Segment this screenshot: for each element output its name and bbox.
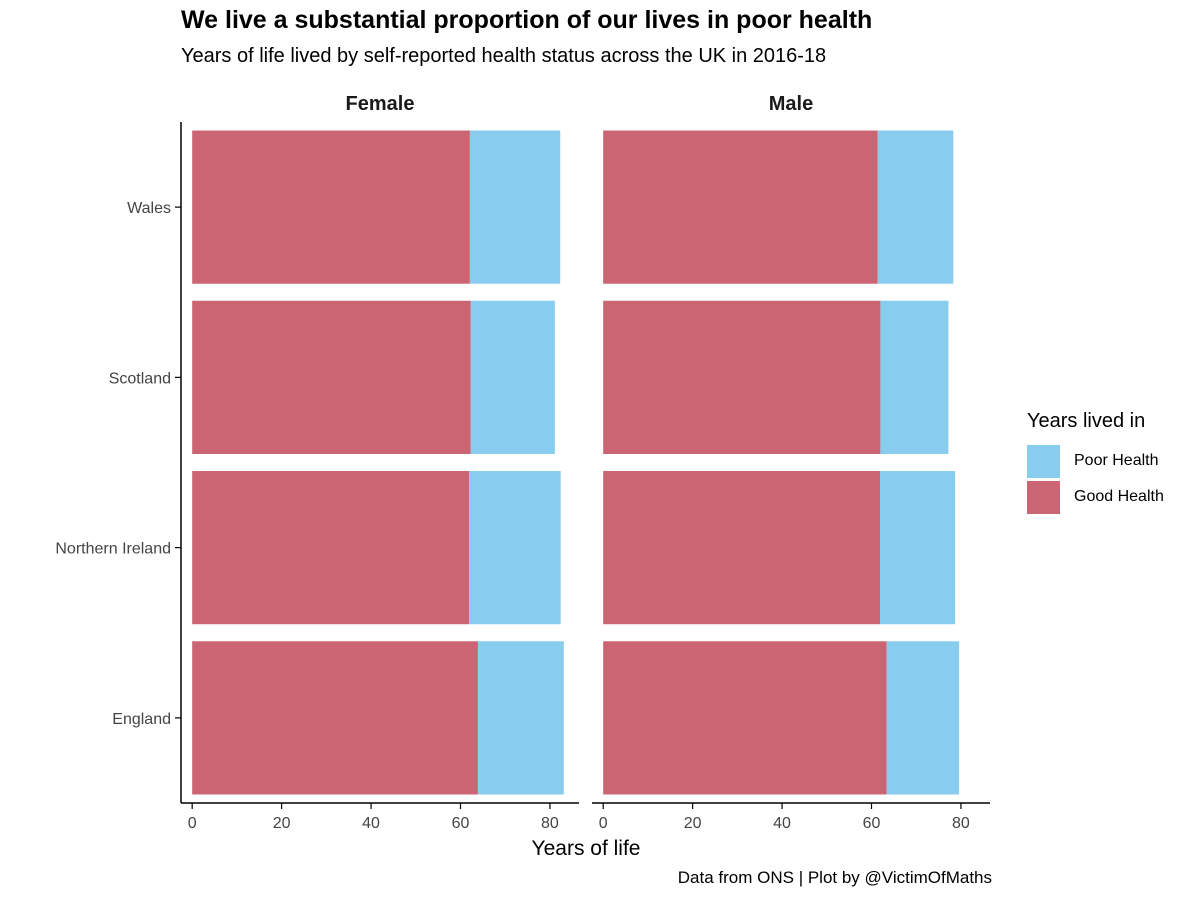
bar-male-northern-ireland-poor-health	[879, 471, 956, 625]
x-tick-label-male-20: 20	[684, 815, 702, 832]
legend-item-good-health: Good Health	[1027, 479, 1164, 515]
bar-female-england-good-health	[192, 641, 478, 795]
legend-key-good-health	[1027, 480, 1060, 514]
bar-male-wales-poor-health	[877, 130, 954, 284]
chart-subtitle: Years of life lived by self-reported hea…	[181, 45, 827, 67]
bar-female-northern-ireland-good-health	[192, 471, 469, 625]
legend-label-poor-health: Poor Health	[1074, 452, 1159, 469]
x-tick-label-female-80: 80	[541, 815, 559, 832]
facet-label-male: Male	[769, 93, 813, 115]
bar-female-england-poor-health	[477, 641, 564, 795]
chart-title: We live a substantial proportion of our …	[181, 6, 873, 34]
x-tick-label-female-0: 0	[188, 815, 197, 832]
bar-female-wales-poor-health	[469, 130, 561, 284]
legend: Years lived in Poor Health Good Health	[1027, 410, 1164, 515]
y-tick-label-england: England	[112, 711, 171, 728]
bar-female-northern-ireland-poor-health	[468, 471, 561, 625]
y-tick-label-northern-ireland: Northern Ireland	[55, 541, 171, 558]
facet-label-female: Female	[346, 93, 415, 115]
y-tick-label-scotland: Scotland	[109, 370, 171, 387]
x-tick-label-female-60: 60	[452, 815, 470, 832]
legend-title: Years lived in	[1027, 410, 1146, 432]
x-tick-label-female-20: 20	[273, 815, 291, 832]
x-tick-label-male-40: 40	[773, 815, 791, 832]
legend-label-good-health: Good Health	[1074, 488, 1164, 505]
bar-female-scotland-poor-health	[470, 300, 555, 454]
x-tick-label-male-0: 0	[599, 815, 608, 832]
legend-key-poor-health	[1027, 444, 1060, 478]
bar-male-wales-good-health	[603, 130, 878, 284]
x-axis-title: Years of life	[532, 837, 641, 860]
bar-male-england-good-health	[603, 641, 887, 795]
bar-female-scotland-good-health	[192, 300, 471, 454]
bar-male-northern-ireland-good-health	[603, 471, 880, 625]
chart-caption: Data from ONS | Plot by @VictimOfMaths	[677, 868, 992, 887]
x-tick-label-female-40: 40	[362, 815, 380, 832]
x-tick-label-male-60: 60	[863, 815, 881, 832]
x-tick-label-male-80: 80	[952, 815, 970, 832]
legend-item-poor-health: Poor Health	[1027, 443, 1164, 479]
bar-female-wales-good-health	[192, 130, 470, 284]
bar-male-scotland-poor-health	[880, 300, 949, 454]
bar-male-england-poor-health	[886, 641, 960, 795]
y-tick-label-wales: Wales	[127, 200, 171, 217]
bar-male-scotland-good-health	[603, 300, 881, 454]
